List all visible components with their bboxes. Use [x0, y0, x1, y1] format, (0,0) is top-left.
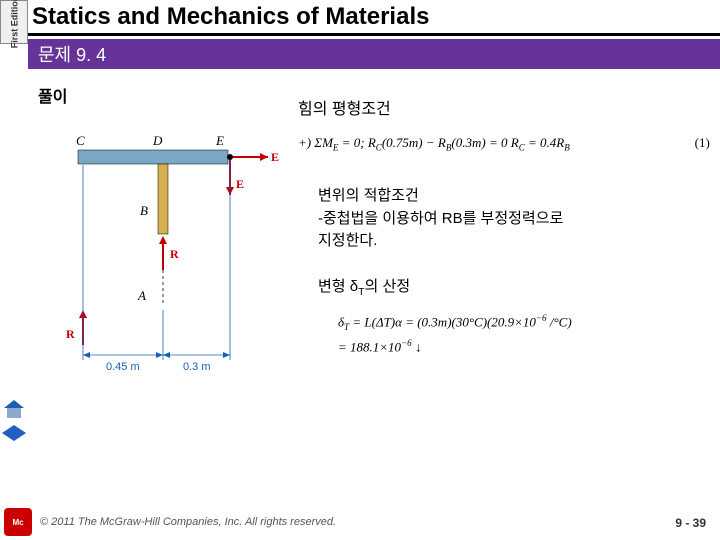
equilibrium-heading: 힘의 평형조건: [298, 95, 391, 119]
pin-e: [227, 154, 233, 160]
eq2-line1: δT = L(ΔT)α = (0.3m)(30°C)(20.9×10−6 /°C…: [338, 310, 572, 335]
publisher-logo: Mc: [4, 508, 32, 536]
equilibrium-equation: +) ΣME = 0; RC(0.75m) − RB(0.3m) = 0 RC …: [298, 135, 570, 153]
book-title: Statics and Mechanics of Materials: [32, 3, 429, 31]
label-ey: Ey: [236, 177, 244, 191]
compat-line2: -중첩법을 이용하여 RB를 부정정력으로: [318, 208, 563, 231]
label-b: B: [140, 203, 148, 218]
footer: Mc © 2011 The McGraw-Hill Companies, Inc…: [0, 504, 720, 540]
dim1-ah2: [156, 352, 163, 358]
eq1-number: (1): [695, 135, 710, 151]
next-arrow-icon[interactable]: [14, 425, 26, 441]
label-e: E: [215, 133, 224, 148]
label-rc: RC: [66, 327, 75, 341]
member-cde: [78, 150, 228, 164]
home-icon[interactable]: [4, 400, 24, 418]
prev-arrow-icon[interactable]: [2, 425, 14, 441]
dim1-ah1: [83, 352, 90, 358]
deformation-equation: δT = L(ΔT)α = (0.3m)(30°C)(20.9×10−6 /°C…: [338, 310, 572, 359]
eq1-body: +) ΣME = 0; RC(0.75m) − RB(0.3m) = 0 RC …: [298, 135, 570, 150]
content-area: 풀이 힘의 평형조건 +) ΣME = 0; RC(0.75m) − RB(0.…: [28, 75, 710, 500]
problem-number: 문제 9. 4: [38, 41, 106, 67]
arrow-ex-head: [260, 153, 268, 161]
dim-text-2: 0.3 m: [183, 361, 211, 373]
label-a: A: [137, 288, 146, 303]
edition-spine: First Edition: [0, 0, 28, 44]
solution-label: 풀이: [38, 83, 67, 107]
dim-text-1: 0.45 m: [106, 361, 140, 373]
rod-db: [158, 164, 168, 234]
copyright-text: © 2011 The McGraw-Hill Companies, Inc. A…: [40, 516, 336, 528]
free-body-diagram: C D E Ex Ey B RB A RC 0.45 m 0: [58, 130, 288, 390]
deformation-heading: 변형 δT의 산정: [318, 275, 410, 298]
label-rb: RB: [170, 247, 179, 261]
compatibility-heading: 변위의 적합조건 -중첩법을 이용하여 RB를 부정정력으로 지정한다.: [318, 185, 563, 253]
problem-bar: 문제 9. 4: [28, 39, 720, 69]
label-ex: Ex: [271, 150, 279, 164]
compat-line3: 지정한다.: [318, 230, 563, 253]
eq2-line2: = 188.1×10−6 ↓: [338, 335, 572, 359]
nav-arrows: [2, 425, 26, 441]
page-number: 9 - 39: [675, 516, 706, 530]
label-d: D: [152, 133, 163, 148]
compat-line1: 변위의 적합조건: [318, 185, 563, 208]
arrow-rb-head: [159, 236, 167, 244]
title-bar: Statics and Mechanics of Materials: [28, 0, 720, 36]
dim2-ah2: [223, 352, 230, 358]
dim2-ah1: [163, 352, 170, 358]
label-c: C: [76, 133, 85, 148]
spine-text: First Edition: [9, 0, 19, 48]
